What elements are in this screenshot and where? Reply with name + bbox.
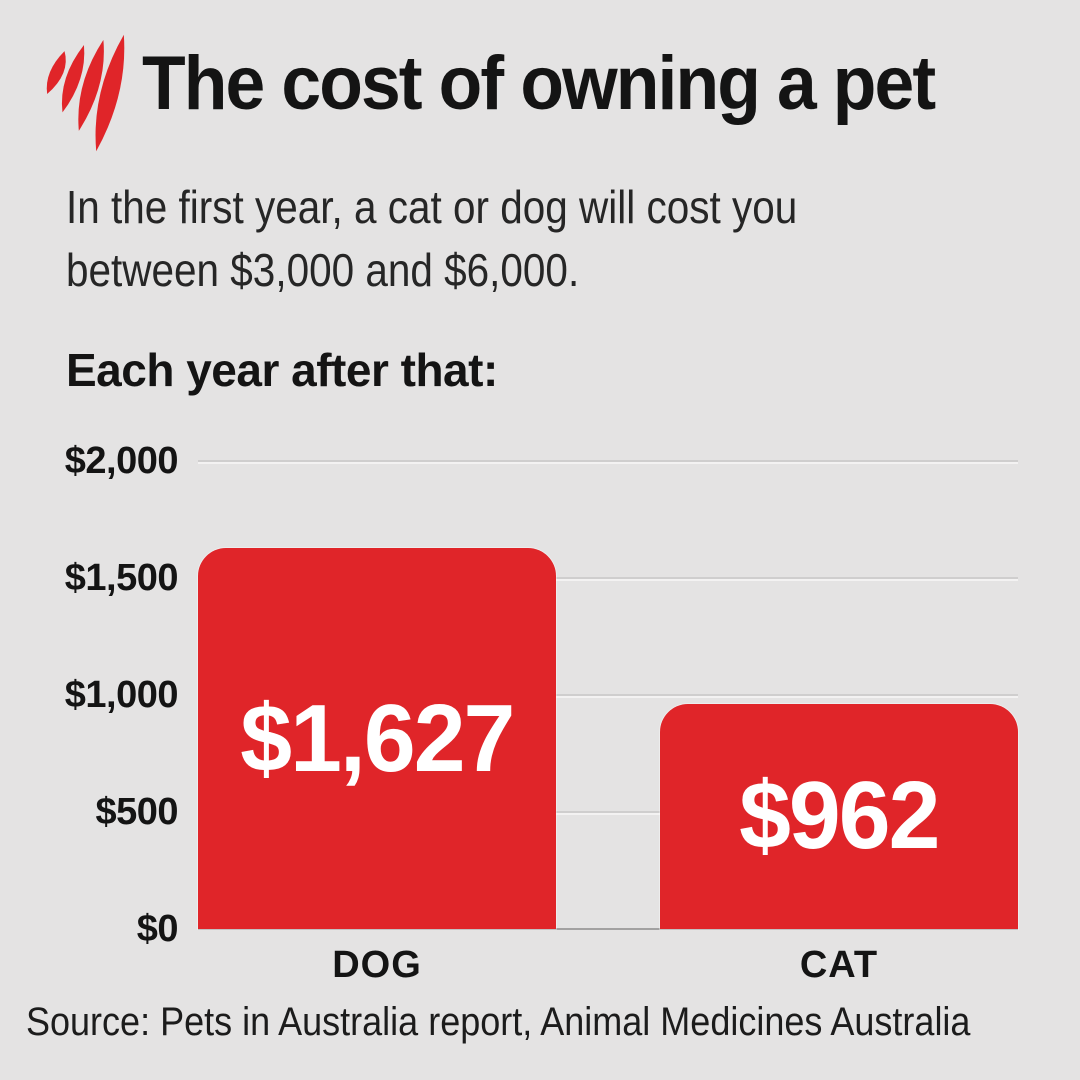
intro-line-2: between $3,000 and $6,000.	[66, 244, 580, 296]
gridline	[198, 694, 1018, 696]
y-tick-label: $1,500	[64, 557, 179, 599]
gridline	[198, 577, 1018, 579]
gridline	[198, 811, 1018, 813]
y-axis-labels: $2,000 $1,500 $1,000 $500 $0	[30, 440, 179, 950]
x-tick-label-cat: CAT	[799, 944, 879, 986]
bar-cat: $962	[660, 703, 1018, 929]
gridline	[198, 928, 1018, 930]
y-tick-label: $2,000	[64, 440, 179, 482]
gridline	[198, 460, 1018, 462]
y-tick-label: $1,000	[64, 674, 179, 716]
bar-dog: $1,627	[198, 548, 556, 929]
intro-text: In the first year, a cat or dog will cos…	[66, 176, 797, 302]
y-tick-label: $0	[136, 908, 179, 950]
page-title: The cost of owning a pet	[142, 41, 936, 126]
bar-value-label: $1,627	[240, 684, 515, 792]
y-tick-label: $500	[95, 791, 178, 833]
chart-heading: Each year after that:	[66, 344, 498, 396]
x-axis-labels: DOG CAT	[198, 944, 1018, 987]
sbs-logo-icon	[46, 34, 125, 152]
source-attribution: Source: Pets in Australia report, Animal…	[26, 1000, 971, 1044]
plot-area: $1,627 $962	[198, 460, 1018, 930]
bar-value-label: $962	[739, 762, 940, 870]
intro-line-1: In the first year, a cat or dog will cos…	[66, 181, 798, 233]
bars: $1,627 $962	[198, 461, 1018, 929]
x-tick-label-dog: DOG	[332, 944, 422, 986]
